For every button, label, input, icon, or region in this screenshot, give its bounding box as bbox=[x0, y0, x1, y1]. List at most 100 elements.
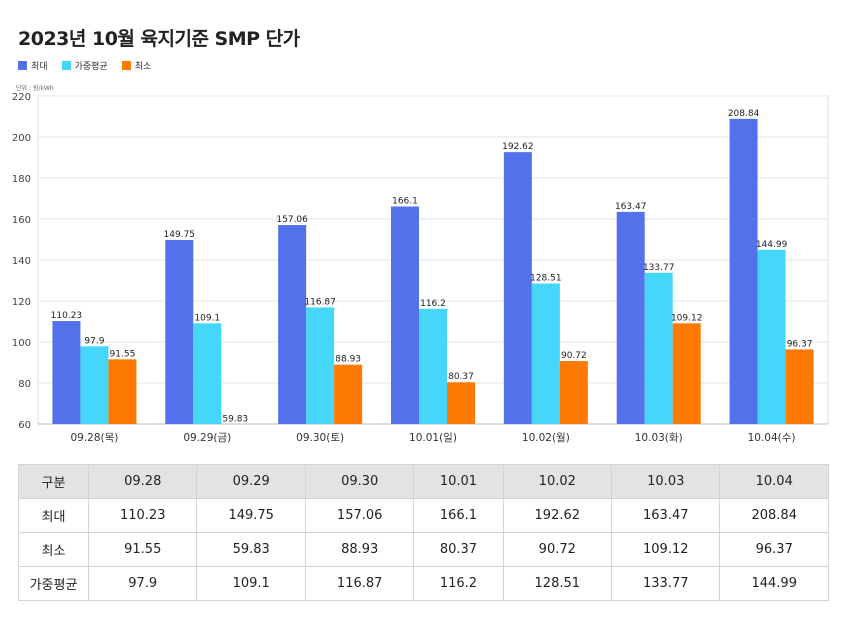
table-cell: 128.51 bbox=[502, 566, 613, 601]
table-row: 최소 91.55 59.83 88.93 80.37 90.72 109.12 96.37 bbox=[18, 532, 829, 567]
bar-avg bbox=[419, 308, 447, 424]
table-cell: 192.62 bbox=[502, 498, 613, 533]
data-label-avg: 128.51 bbox=[530, 274, 562, 284]
bar-min bbox=[559, 361, 588, 424]
table-cell: 116.2 bbox=[413, 566, 504, 601]
data-label-avg: 133.77 bbox=[643, 263, 675, 273]
y-tick-label: 80 bbox=[18, 379, 31, 390]
table-column-header: 10.02 bbox=[502, 464, 613, 499]
data-label-min: 88.93 bbox=[335, 355, 361, 365]
y-tick-label: 180 bbox=[12, 174, 31, 185]
bar-max bbox=[278, 225, 307, 424]
table-cell: 80.37 bbox=[413, 532, 504, 567]
legend-item-min: 최소 bbox=[121, 59, 152, 72]
data-table: 구분 09.28 09.29 09.30 10.01 10.02 10.03 10.04 최… bbox=[18, 464, 829, 601]
data-label-max: 166.1 bbox=[392, 196, 418, 206]
bar-max bbox=[616, 211, 645, 424]
x-tick-label: 10.04(수) bbox=[748, 432, 796, 444]
bar-min bbox=[447, 382, 475, 424]
data-label-avg: 97.9 bbox=[84, 336, 104, 346]
bar-max bbox=[165, 240, 194, 424]
table-column-header: 10.03 bbox=[611, 464, 721, 499]
table-row-label: 최소 bbox=[18, 532, 89, 567]
y-tick-label: 140 bbox=[12, 256, 31, 267]
table-cell: 91.55 bbox=[87, 532, 198, 567]
bar-max bbox=[391, 206, 419, 424]
bar-avg bbox=[531, 283, 560, 424]
data-label-avg: 116.87 bbox=[304, 297, 336, 307]
data-label-max: 149.75 bbox=[164, 230, 196, 240]
table-column-header: 09.30 bbox=[304, 464, 415, 499]
table-column-header: 09.29 bbox=[196, 464, 306, 499]
data-label-avg: 116.2 bbox=[420, 299, 446, 309]
x-tick-label: 09.29(금) bbox=[183, 432, 231, 444]
data-label-min: 109.12 bbox=[671, 313, 703, 323]
x-tick-label: 09.28(목) bbox=[70, 432, 118, 444]
table-column-header: 09.28 bbox=[87, 464, 198, 499]
table-header-label: 구분 bbox=[18, 464, 89, 499]
bar-max bbox=[52, 321, 81, 424]
table-cell: 109.12 bbox=[611, 532, 721, 567]
bar-avg bbox=[757, 249, 786, 424]
data-label-min: 91.55 bbox=[110, 349, 136, 359]
x-tick-label: 10.03(화) bbox=[635, 432, 683, 444]
legend-label-min: 최소 bbox=[134, 62, 152, 72]
data-label-min: 80.37 bbox=[448, 372, 474, 382]
table-cell: 110.23 bbox=[87, 498, 198, 533]
table-cell: 133.77 bbox=[611, 566, 721, 601]
legend-item-avg: 가중평균 bbox=[61, 59, 108, 72]
x-tick-label: 10.01(일) bbox=[409, 431, 457, 444]
legend: 최대 가중평균 최소 bbox=[18, 59, 151, 72]
table-cell: 208.84 bbox=[719, 498, 829, 533]
bar-avg bbox=[80, 346, 109, 424]
data-label-max: 110.23 bbox=[51, 311, 83, 321]
table-cell: 166.1 bbox=[413, 498, 504, 533]
table-cell: 157.06 bbox=[304, 498, 415, 533]
chart-title: 2023년 10월 육지기준 SMP 단가 bbox=[18, 28, 300, 50]
table-cell: 90.72 bbox=[502, 532, 613, 567]
legend-swatch-min bbox=[121, 61, 131, 70]
y-tick-label: 200 bbox=[12, 133, 31, 144]
bar-avg bbox=[193, 323, 222, 424]
legend-label-max: 최대 bbox=[31, 62, 48, 72]
y-tick-label: 160 bbox=[12, 215, 31, 226]
table-cell: 109.1 bbox=[196, 566, 306, 601]
bar-avg bbox=[644, 272, 673, 424]
bar-max bbox=[729, 118, 758, 425]
table-body: 최대 110.23 149.75 157.06 166.1 192.62 163.47 208… bbox=[18, 498, 829, 601]
table-row-label: 최대 bbox=[18, 498, 89, 533]
table-cell: 97.9 bbox=[87, 566, 198, 601]
table-column-header: 10.04 bbox=[719, 464, 829, 499]
bar-min bbox=[672, 323, 701, 424]
legend-swatch-avg bbox=[61, 61, 71, 70]
data-label-max: 192.62 bbox=[502, 142, 534, 152]
table-cell: 163.47 bbox=[611, 498, 721, 533]
bar-min bbox=[334, 364, 363, 424]
table-row-label: 가중평균 bbox=[18, 566, 89, 601]
table-cell: 88.93 bbox=[304, 532, 415, 567]
table-cell: 96.37 bbox=[719, 532, 829, 567]
table-cell: 149.75 bbox=[196, 498, 306, 533]
y-tick-label: 120 bbox=[12, 297, 31, 308]
legend-item-max: 최대 bbox=[18, 59, 48, 72]
y-tick-label: 60 bbox=[18, 420, 31, 431]
data-label-max: 163.47 bbox=[615, 202, 647, 212]
data-label-min: 59.83 bbox=[222, 414, 248, 424]
table-header-row: 구분 09.28 09.29 09.30 10.01 10.02 10.03 10.04 bbox=[18, 464, 829, 499]
legend-swatch-max bbox=[18, 61, 27, 70]
y-tick-label: 220 bbox=[12, 92, 31, 103]
y-tick-label: 100 bbox=[12, 338, 31, 349]
bar-max bbox=[503, 152, 532, 424]
table-cell: 59.83 bbox=[196, 532, 306, 567]
data-label-min: 96.37 bbox=[787, 339, 813, 349]
bar-chart: 60 80 100 120 140 160 180 200 220 110.23 97.9 91.55… bbox=[12, 92, 829, 444]
bar-min bbox=[108, 359, 137, 424]
data-label-avg: 109.1 bbox=[194, 313, 220, 323]
table-row: 가중평균 97.9 109.1 116.87 116.2 128.51 133.77 144.… bbox=[18, 566, 829, 601]
table-column-header: 10.01 bbox=[413, 464, 504, 499]
legend-label-avg: 가중평균 bbox=[74, 62, 108, 72]
data-label-min: 90.72 bbox=[561, 351, 587, 361]
table-row: 최대 110.23 149.75 157.06 166.1 192.62 163.47 208… bbox=[18, 498, 829, 533]
bar-avg bbox=[306, 307, 335, 424]
x-tick-label: 09.30(토) bbox=[296, 432, 344, 444]
